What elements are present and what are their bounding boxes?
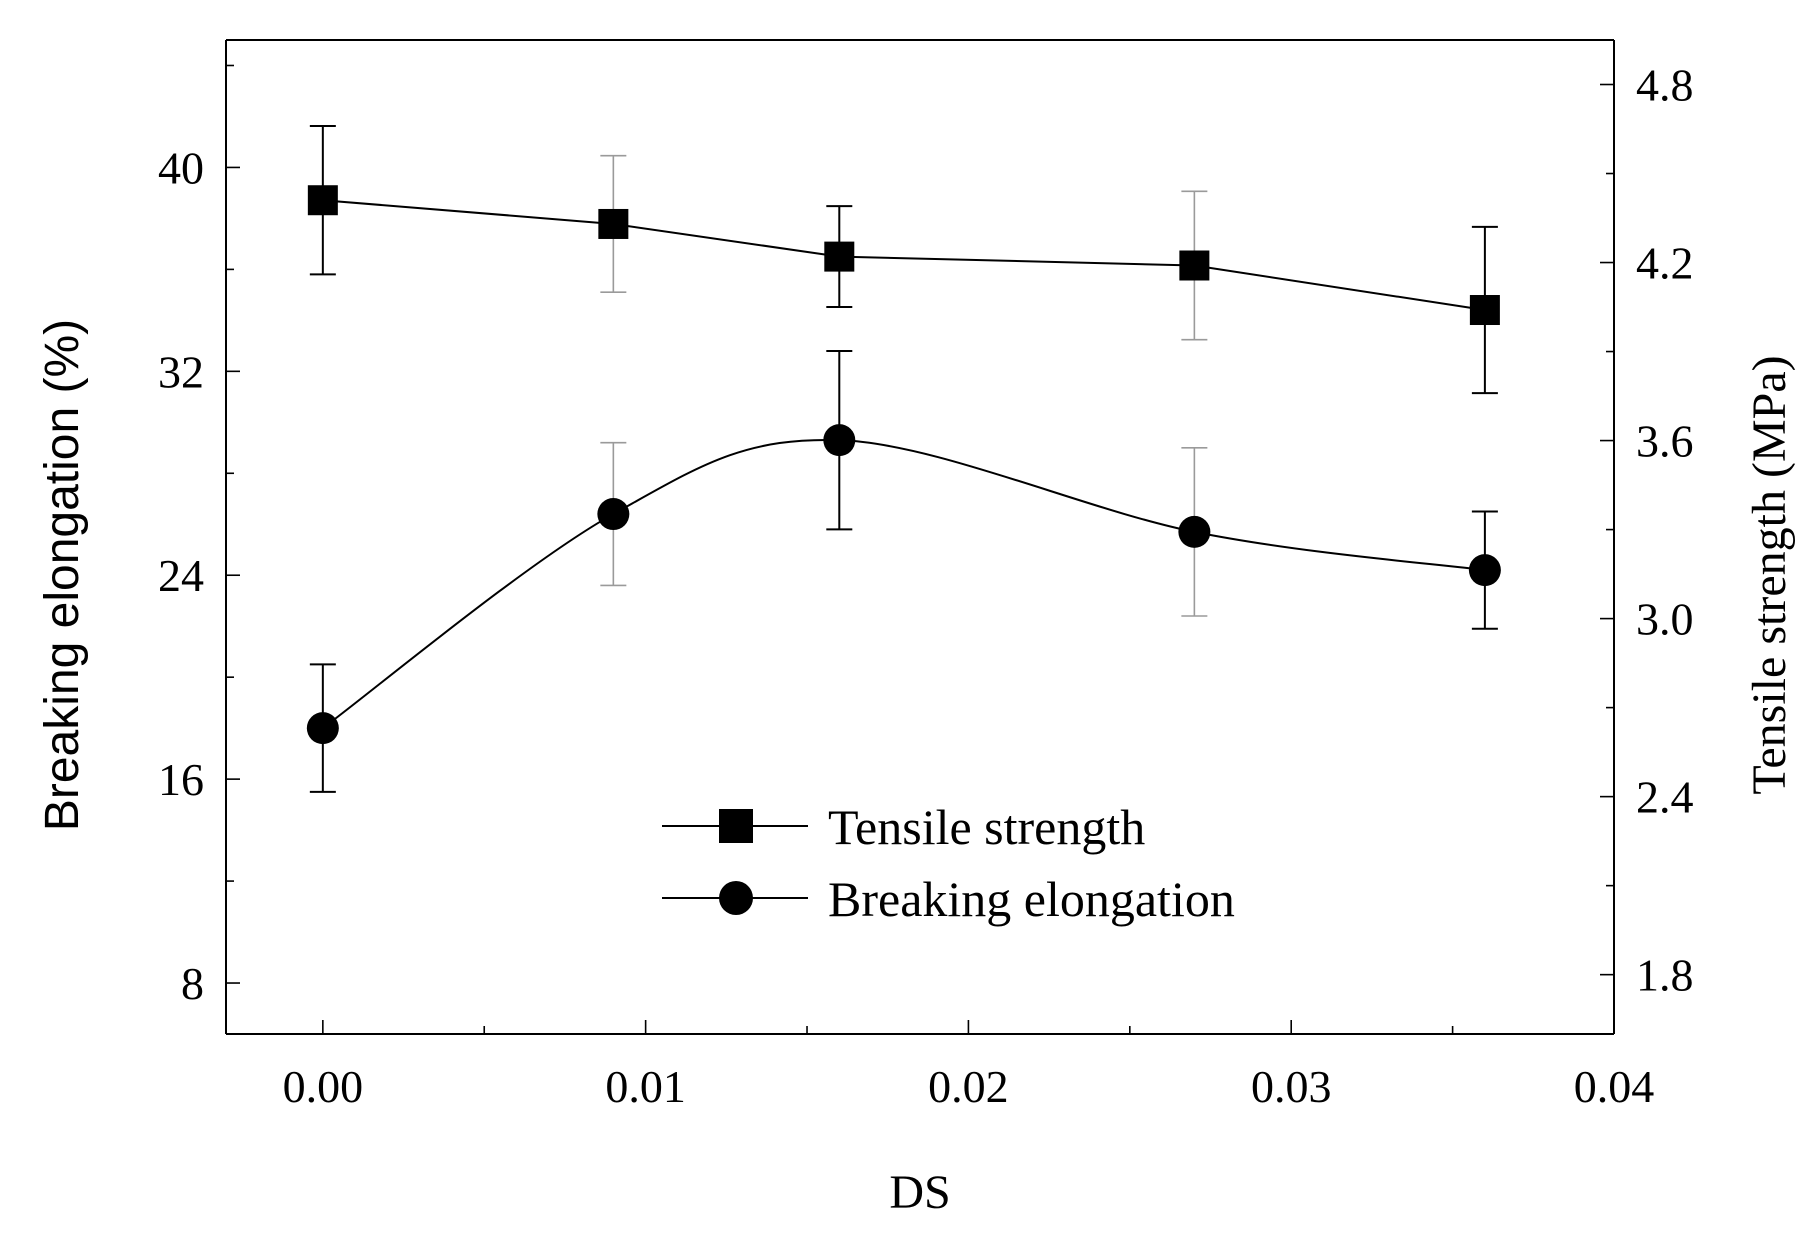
legend: Tensile strength Breaking elongation [662,799,1235,927]
breaking-elongation-point [823,424,856,457]
left-tick-label: 8 [181,958,204,1009]
plot-frame [225,39,1615,1035]
tensile-strength-point [1469,295,1500,326]
legend-label-tensile: Tensile strength [828,799,1145,855]
x-tick-label: 0.02 [928,1061,1009,1112]
breaking-elongation-line [322,438,1486,729]
left-tick-label: 32 [158,346,204,397]
right-tick-label: 3.6 [1636,416,1694,467]
right-tick-label: 4.8 [1636,60,1694,111]
right-tick-label: 1.8 [1636,950,1694,1001]
left-axis-title: Breaking elongation (%) [36,319,89,831]
breaking-elongation-point [1468,554,1501,587]
x-axis-title: DS [889,1166,950,1219]
tensile-strength-point [307,185,338,216]
left-axis-ticks: 8 16 24 32 40 [158,64,240,1009]
tensile-strength-point [1179,250,1210,281]
x-tick-label: 0.04 [1574,1061,1655,1112]
left-tick-label: 16 [158,754,204,805]
legend-marker-square [719,809,753,843]
legend-label-elongation: Breaking elongation [828,871,1235,927]
tensile-strength-line [322,199,1486,312]
right-tick-label: 3.0 [1636,594,1694,645]
x-tick-label: 0.01 [605,1061,686,1112]
x-tick-label: 0.03 [1251,1061,1332,1112]
breaking-elongation-point [1178,515,1211,548]
x-axis-ticks: 0.00 0.01 0.02 0.03 0.04 [283,1020,1655,1112]
x-tick-label: 0.00 [283,1061,364,1112]
legend-marker-circle [719,881,753,915]
left-tick-label: 40 [158,142,204,193]
breaking-elongation-point [306,712,339,745]
right-axis-ticks: 1.8 2.4 3.0 3.6 4.2 4.8 [1600,60,1694,1001]
breaking-elongation-point [597,498,630,531]
tensile-strength-point [824,241,855,272]
right-tick-label: 2.4 [1636,772,1694,823]
series-layer [306,125,1501,793]
left-tick-label: 24 [158,550,204,601]
right-tick-label: 4.2 [1636,238,1694,289]
tensile-strength-point [598,208,629,239]
right-axis-title: Tensile strength (MPa) [1743,355,1796,794]
